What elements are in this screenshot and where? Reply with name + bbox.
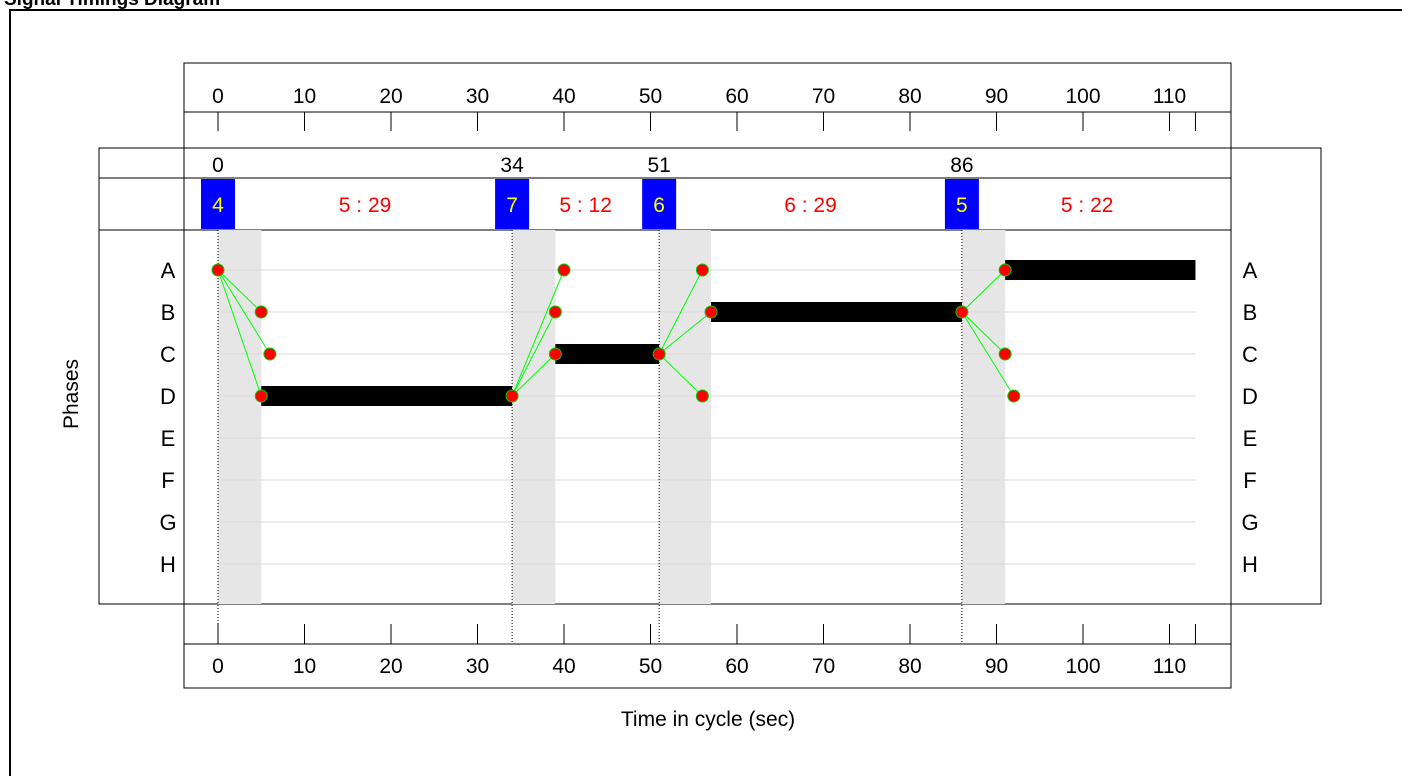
phase-label-right: A — [1243, 258, 1258, 283]
top-tick-label: 20 — [379, 85, 402, 108]
phase-link-line — [217, 269, 262, 397]
bottom-tick-label: 110 — [1153, 655, 1186, 678]
diagram-title: Signal Timings Diagram — [4, 0, 220, 11]
phase-label-left: F — [161, 468, 174, 493]
phase-label-left: G — [159, 510, 176, 535]
phase-label-left: H — [160, 552, 176, 577]
intergreen-shade — [961, 230, 1006, 604]
phase-change-node[interactable] — [1007, 389, 1021, 403]
stage-start-time: 86 — [950, 154, 973, 177]
phase-label-right: D — [1242, 384, 1258, 409]
bottom-tick-label: 60 — [725, 655, 748, 678]
phase-label-left: D — [160, 384, 176, 409]
phase-change-node[interactable] — [211, 263, 225, 277]
bottom-tick-label: 20 — [379, 655, 402, 678]
stage-box[interactable] — [642, 179, 677, 229]
stage-number: 5 — [956, 194, 968, 217]
phase-green-bar — [1005, 260, 1196, 280]
phase-label-right: H — [1242, 552, 1258, 577]
stage-duration-label: 5 : 22 — [1061, 194, 1114, 217]
bottom-tick-label: 50 — [639, 655, 662, 678]
stage-number: 7 — [506, 194, 518, 217]
phase-label-left: E — [161, 426, 176, 451]
phase-green-bar — [555, 344, 660, 364]
phase-change-node[interactable] — [704, 305, 718, 319]
bottom-tick-label: 40 — [552, 655, 575, 678]
phase-link-line — [961, 311, 1006, 355]
phase-link-line — [511, 353, 556, 397]
stage-start-time: 51 — [647, 154, 670, 177]
phase-label-left: C — [160, 342, 176, 367]
phase-link-line — [511, 311, 556, 397]
phase-link-line — [217, 269, 262, 313]
phase-change-node[interactable] — [998, 263, 1012, 277]
stage-number: 4 — [212, 194, 224, 217]
axis-box — [183, 62, 1232, 689]
intergreen-shade — [659, 230, 712, 604]
phase-label-right: G — [1241, 510, 1258, 535]
phase-link-line — [961, 269, 1006, 313]
phase-label-right: C — [1242, 342, 1258, 367]
stage-box[interactable] — [201, 179, 235, 229]
top-tick-label: 110 — [1153, 85, 1186, 108]
phase-change-node[interactable] — [505, 389, 519, 403]
phase-link-line — [511, 269, 565, 397]
stage-duration-label: 5 : 29 — [339, 194, 392, 217]
y-axis-label: Phases — [60, 359, 83, 429]
phase-change-node[interactable] — [998, 347, 1012, 361]
bottom-tick-label: 30 — [466, 655, 489, 678]
phase-link-line — [658, 311, 712, 355]
phase-label-right: F — [1243, 468, 1256, 493]
phase-change-node[interactable] — [557, 263, 571, 277]
phase-change-node[interactable] — [548, 347, 562, 361]
top-tick-label: 30 — [466, 85, 489, 108]
x-axis-label: Time in cycle (sec) — [621, 708, 795, 731]
bottom-tick-label: 10 — [293, 655, 316, 678]
top-tick-label: 60 — [725, 85, 748, 108]
phase-label-left: B — [161, 300, 176, 325]
phase-label-left: A — [161, 258, 176, 283]
bottom-tick-label: 90 — [985, 655, 1008, 678]
stage-number: 6 — [653, 194, 665, 217]
phase-change-node[interactable] — [652, 347, 666, 361]
phase-green-bar — [711, 302, 962, 322]
bottom-tick-label: 0 — [212, 655, 224, 678]
phase-change-node[interactable] — [254, 389, 268, 403]
phase-label-right: E — [1243, 426, 1258, 451]
phase-link-line — [217, 269, 271, 355]
intergreen-shade — [512, 230, 556, 604]
top-tick-label: 0 — [212, 85, 224, 108]
stage-duration-label: 6 : 29 — [784, 194, 837, 217]
top-tick-label: 50 — [639, 85, 662, 108]
stage-duration-label: 5 : 12 — [559, 194, 612, 217]
phase-change-node[interactable] — [548, 305, 562, 319]
phase-link-line — [658, 269, 703, 355]
top-tick-label: 100 — [1065, 85, 1100, 108]
top-tick-label: 40 — [552, 85, 575, 108]
phase-change-node[interactable] — [955, 305, 969, 319]
top-tick-label: 70 — [812, 85, 835, 108]
intergreen-shade — [218, 230, 262, 604]
phase-change-node[interactable] — [695, 263, 709, 277]
phase-link-line — [961, 311, 1015, 397]
phase-change-node[interactable] — [254, 305, 268, 319]
bottom-tick-label: 80 — [898, 655, 921, 678]
top-tick-label: 10 — [293, 85, 316, 108]
outer-frame — [9, 9, 1402, 776]
stage-start-time: 0 — [212, 154, 224, 177]
phase-label-right: B — [1243, 300, 1258, 325]
phase-change-node[interactable] — [263, 347, 277, 361]
phase-link-line — [658, 353, 703, 397]
bottom-tick-label: 100 — [1065, 655, 1100, 678]
stage-start-time: 34 — [500, 154, 524, 177]
phase-green-bar — [261, 386, 513, 406]
stage-box[interactable] — [944, 179, 979, 229]
bottom-tick-label: 70 — [812, 655, 835, 678]
top-tick-label: 90 — [985, 85, 1008, 108]
top-tick-label: 80 — [898, 85, 921, 108]
stage-box[interactable] — [495, 179, 530, 229]
phase-change-node[interactable] — [695, 389, 709, 403]
